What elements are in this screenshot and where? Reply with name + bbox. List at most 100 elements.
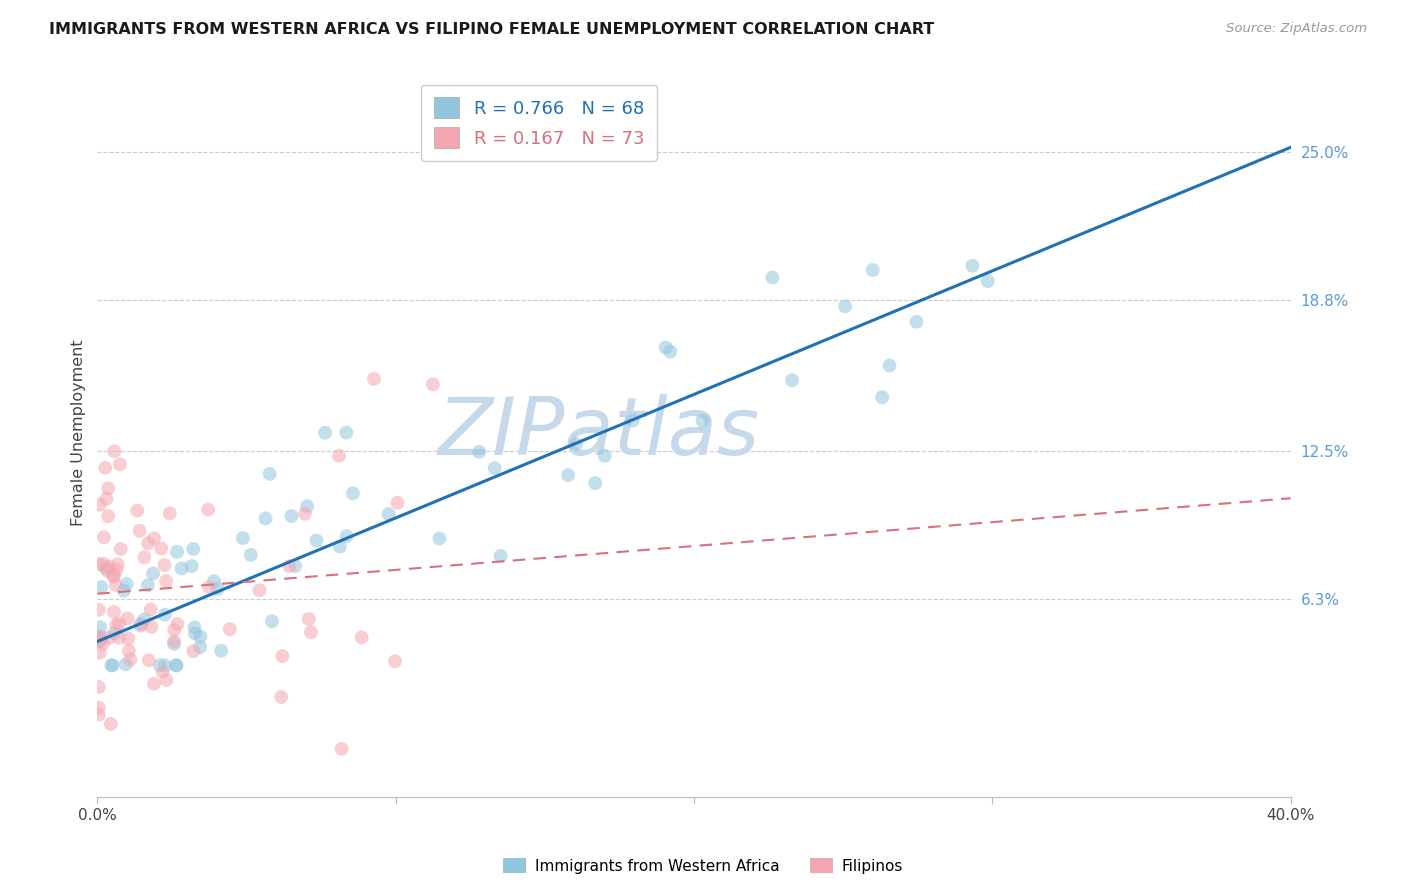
- Point: [87, 558, 110, 572]
- Point: [207, 582, 229, 596]
- Legend: Immigrants from Western Africa, Filipinos: Immigrants from Western Africa, Filipino…: [496, 852, 910, 880]
- Point: [557, 468, 579, 483]
- Text: Source: ZipAtlas.com: Source: ZipAtlas.com: [1226, 22, 1367, 36]
- Point: [218, 622, 240, 636]
- Point: [98, 631, 121, 645]
- Point: [180, 559, 202, 574]
- Point: [138, 653, 160, 667]
- Point: [249, 583, 271, 598]
- Point: [184, 626, 207, 640]
- Point: [166, 545, 188, 559]
- Point: [198, 580, 221, 594]
- Point: [120, 652, 142, 666]
- Point: [142, 676, 165, 690]
- Point: [329, 540, 352, 554]
- Point: [89, 646, 111, 660]
- Point: [183, 644, 205, 658]
- Point: [142, 566, 165, 581]
- Point: [621, 414, 644, 428]
- Point: [565, 437, 588, 451]
- Point: [98, 559, 121, 574]
- Point: [104, 578, 127, 592]
- Text: IMMIGRANTS FROM WESTERN AFRICA VS FILIPINO FEMALE UNEMPLOYMENT CORRELATION CHART: IMMIGRANTS FROM WESTERN AFRICA VS FILIPI…: [49, 22, 935, 37]
- Point: [181, 541, 204, 556]
- Point: [108, 616, 131, 631]
- Point: [761, 270, 783, 285]
- Point: [870, 390, 893, 404]
- Point: [202, 574, 225, 589]
- Point: [387, 496, 409, 510]
- Point: [780, 373, 803, 387]
- Point: [136, 536, 159, 550]
- Point: [484, 461, 506, 475]
- Point: [692, 414, 714, 428]
- Point: [89, 630, 111, 644]
- Point: [128, 524, 150, 538]
- Point: [342, 486, 364, 500]
- Point: [163, 637, 186, 651]
- Point: [87, 603, 110, 617]
- Point: [163, 634, 186, 648]
- Point: [328, 449, 350, 463]
- Point: [336, 529, 359, 543]
- Point: [166, 616, 188, 631]
- Point: [239, 548, 262, 562]
- Point: [384, 654, 406, 668]
- Point: [100, 658, 122, 673]
- Point: [115, 577, 138, 591]
- Point: [97, 564, 120, 578]
- Point: [259, 467, 281, 481]
- Point: [163, 623, 186, 637]
- Point: [87, 700, 110, 714]
- Point: [153, 607, 176, 622]
- Point: [87, 680, 110, 694]
- Point: [583, 476, 606, 491]
- Point: [270, 690, 292, 704]
- Point: [363, 372, 385, 386]
- Point: [112, 583, 135, 598]
- Point: [977, 274, 1000, 288]
- Point: [314, 425, 336, 440]
- Point: [350, 631, 373, 645]
- Point: [101, 569, 124, 583]
- Point: [183, 620, 205, 634]
- Point: [100, 717, 122, 731]
- Point: [190, 630, 212, 644]
- Point: [150, 541, 173, 556]
- Point: [879, 359, 901, 373]
- Point: [134, 550, 156, 565]
- Point: [105, 618, 128, 632]
- Point: [87, 633, 110, 648]
- Point: [108, 458, 131, 472]
- Point: [280, 509, 302, 524]
- Point: [468, 445, 491, 459]
- Point: [90, 580, 112, 594]
- Point: [655, 341, 678, 355]
- Point: [89, 620, 111, 634]
- Point: [136, 578, 159, 592]
- Point: [97, 482, 120, 496]
- Point: [294, 507, 316, 521]
- Point: [89, 498, 111, 512]
- Point: [260, 614, 283, 628]
- Point: [105, 563, 128, 577]
- Point: [271, 649, 294, 664]
- Point: [94, 561, 117, 575]
- Point: [284, 559, 307, 574]
- Point: [110, 541, 132, 556]
- Point: [159, 507, 181, 521]
- Point: [149, 658, 172, 673]
- Point: [108, 631, 131, 645]
- Point: [299, 625, 322, 640]
- Point: [429, 532, 451, 546]
- Point: [129, 617, 152, 632]
- Point: [129, 618, 152, 632]
- Point: [422, 377, 444, 392]
- Point: [298, 612, 321, 626]
- Point: [91, 637, 114, 651]
- Point: [377, 507, 399, 521]
- Point: [91, 557, 114, 571]
- Point: [197, 502, 219, 516]
- Point: [862, 263, 884, 277]
- Point: [103, 626, 125, 640]
